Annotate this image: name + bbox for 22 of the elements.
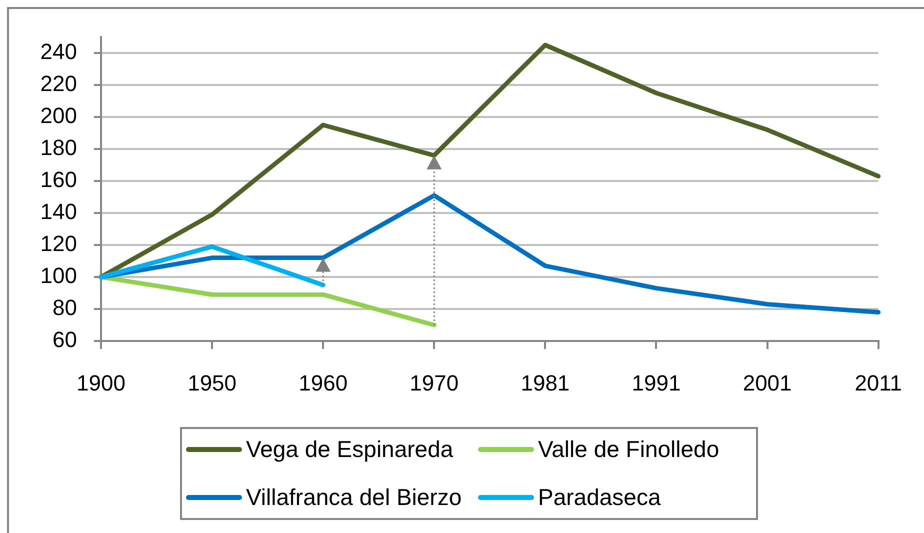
- y-tick-label: 80: [52, 295, 77, 320]
- y-tick-label: 240: [40, 39, 77, 64]
- y-tick-label: 120: [40, 231, 77, 256]
- y-tick-label: 60: [52, 327, 77, 352]
- y-tick-label: 220: [40, 71, 77, 96]
- x-tick-label: 2011: [854, 370, 902, 396]
- x-tick-label: 1981: [520, 370, 570, 396]
- legend-label: Villafranca del Bierzo: [246, 484, 462, 511]
- x-tick-label: 1970: [410, 370, 459, 396]
- y-tick-label: 200: [40, 103, 77, 128]
- x-tick-label: 1991: [632, 370, 681, 396]
- legend-label: Vega de Espinareda: [246, 436, 454, 463]
- legend-label: Paradaseca: [538, 484, 661, 511]
- x-tick-label: 2001: [742, 370, 792, 396]
- x-tick-label: 1960: [298, 370, 348, 396]
- legend-label: Valle de Finolledo: [538, 436, 720, 463]
- y-tick-label: 140: [40, 199, 77, 224]
- x-tick-label: 1950: [188, 370, 237, 396]
- y-tick-label: 160: [40, 167, 77, 192]
- y-tick-label: 100: [40, 263, 77, 288]
- x-tick-label: 1900: [76, 370, 126, 396]
- y-tick-label: 180: [40, 135, 77, 160]
